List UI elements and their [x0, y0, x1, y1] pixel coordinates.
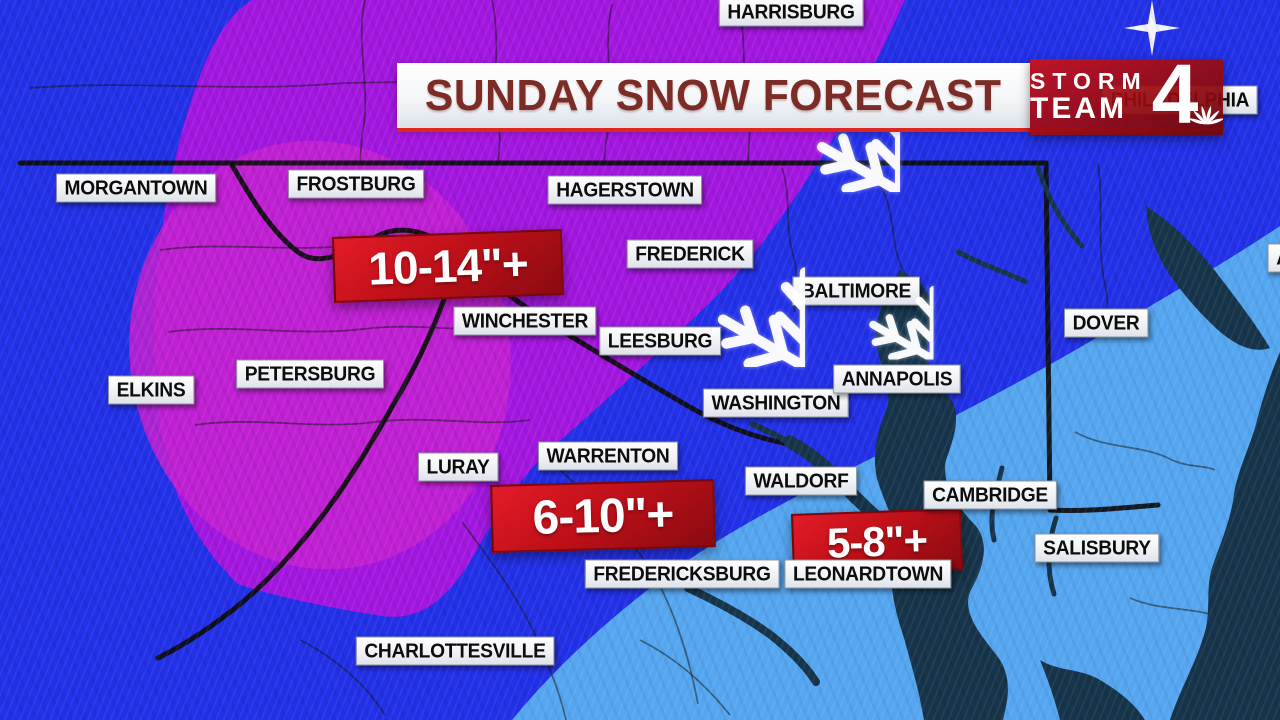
rappahannock-river: [684, 584, 820, 686]
nbc-peacock-icon: [1190, 105, 1223, 125]
sparkle-icon: [1124, 0, 1180, 56]
delaware-bay: [1146, 206, 1270, 350]
lower-bay-channels: [1040, 660, 1145, 720]
storm-team4-logo: STORM TEAM 4: [1030, 53, 1223, 136]
atlantic-ocean: [1170, 352, 1280, 720]
logo-storm-text: STORM: [1030, 68, 1148, 95]
logo-team-text: TEAM: [1030, 92, 1127, 126]
logo-wordmark: STORM TEAM: [1030, 69, 1148, 125]
page-title: SUNDAY SNOW FORECAST: [425, 70, 1002, 120]
title-banner: SUNDAY SNOW FORECAST: [397, 63, 1030, 128]
upper-bay-stream: [1035, 165, 1085, 249]
